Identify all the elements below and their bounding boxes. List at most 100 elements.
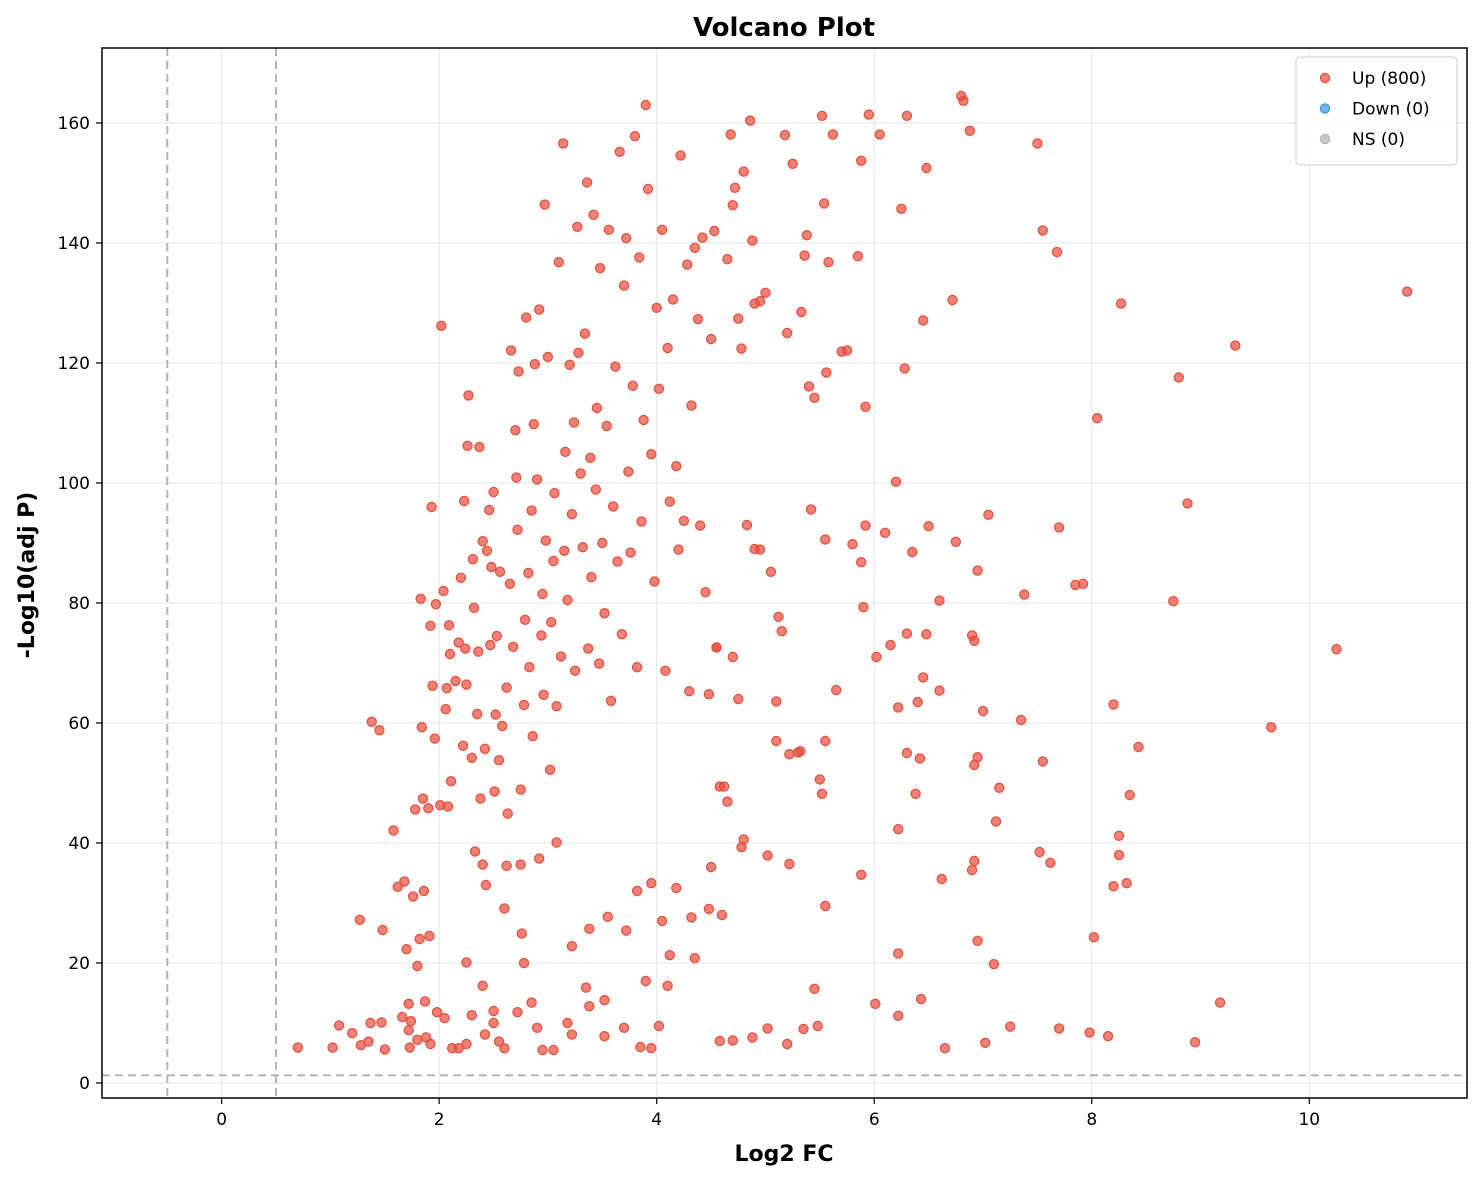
data-point	[418, 885, 430, 897]
data-point	[481, 545, 493, 557]
data-point	[682, 259, 693, 270]
data-point	[914, 753, 926, 764]
data-point	[403, 998, 414, 1010]
data-point	[510, 425, 521, 436]
data-point	[695, 520, 706, 531]
data-point	[501, 682, 512, 693]
data-point	[599, 995, 610, 1006]
data-point	[934, 685, 945, 696]
data-point	[754, 296, 766, 307]
data-point	[733, 693, 744, 705]
data-point	[608, 501, 619, 512]
data-point	[733, 313, 744, 324]
data-point	[605, 695, 617, 707]
data-point	[555, 651, 567, 662]
data-point	[692, 314, 704, 325]
data-point	[729, 182, 741, 193]
data-point	[1189, 1036, 1201, 1048]
data-point	[727, 199, 739, 211]
data-point	[899, 363, 910, 374]
data-point	[583, 643, 594, 654]
data-point	[656, 915, 668, 927]
data-point	[366, 716, 377, 728]
data-point	[686, 912, 697, 923]
data-point	[468, 602, 480, 614]
data-point	[745, 115, 756, 126]
data-point	[631, 885, 643, 897]
data-point	[921, 629, 932, 640]
data-point	[625, 547, 636, 558]
data-point	[590, 484, 602, 495]
data-point	[1108, 699, 1119, 710]
data-point	[653, 1020, 665, 1032]
data-point	[560, 446, 571, 457]
data-point	[484, 504, 495, 516]
data-point	[461, 1038, 472, 1050]
data-point	[856, 557, 867, 568]
data-point	[548, 1044, 559, 1056]
chart-title: Volcano Plot	[693, 13, 875, 43]
data-point	[404, 1042, 415, 1053]
data-point	[486, 561, 497, 573]
data-point	[1051, 246, 1063, 258]
data-point	[662, 342, 673, 354]
data-point	[736, 343, 747, 354]
y-tick-label: 160	[58, 114, 90, 134]
data-point	[544, 764, 556, 776]
data-point	[819, 198, 830, 209]
data-point	[419, 996, 431, 1007]
legend-label: Up (800)	[1352, 69, 1426, 89]
data-point	[581, 177, 593, 188]
x-tick-label: 4	[651, 1110, 662, 1130]
data-point	[425, 1038, 436, 1050]
data-point	[566, 941, 578, 952]
data-point	[697, 232, 708, 243]
data-point	[640, 99, 652, 111]
data-point	[521, 312, 532, 323]
data-point	[553, 257, 565, 268]
data-point	[485, 639, 496, 651]
data-point	[689, 242, 701, 253]
data-point	[1091, 413, 1103, 424]
data-point	[430, 599, 442, 610]
data-point	[475, 793, 486, 804]
y-tick-label: 60	[68, 714, 90, 734]
data-point	[649, 576, 660, 587]
data-point	[462, 440, 473, 451]
data-point	[493, 1036, 505, 1047]
data-point	[879, 527, 891, 539]
data-point	[401, 944, 412, 955]
data-point	[542, 351, 554, 363]
data-point	[450, 675, 461, 687]
data-point	[518, 699, 530, 711]
x-axis-label: Log2 FC	[734, 1142, 833, 1167]
data-point	[588, 209, 599, 220]
data-point	[805, 504, 817, 515]
x-tick-label: 10	[1298, 1110, 1320, 1130]
data-point	[292, 1042, 303, 1053]
data-point	[551, 701, 562, 712]
data-point	[703, 903, 715, 915]
data-point	[518, 957, 530, 969]
data-point	[638, 414, 649, 426]
data-point	[994, 782, 1005, 794]
data-point	[809, 392, 820, 403]
data-point	[505, 345, 517, 356]
data-point	[936, 873, 947, 885]
data-point	[568, 417, 580, 428]
data-point	[656, 224, 668, 235]
data-point	[1005, 1021, 1016, 1032]
data-point	[910, 788, 921, 800]
data-point	[426, 501, 437, 513]
data-point	[591, 402, 603, 414]
grid-layer	[102, 48, 1467, 1098]
data-point	[980, 1037, 991, 1049]
data-point	[453, 637, 464, 648]
data-point	[429, 733, 440, 744]
data-point	[438, 585, 449, 597]
data-point	[939, 1042, 951, 1054]
legend-marker	[1319, 72, 1331, 84]
data-point	[1133, 741, 1144, 753]
data-point	[424, 930, 435, 942]
